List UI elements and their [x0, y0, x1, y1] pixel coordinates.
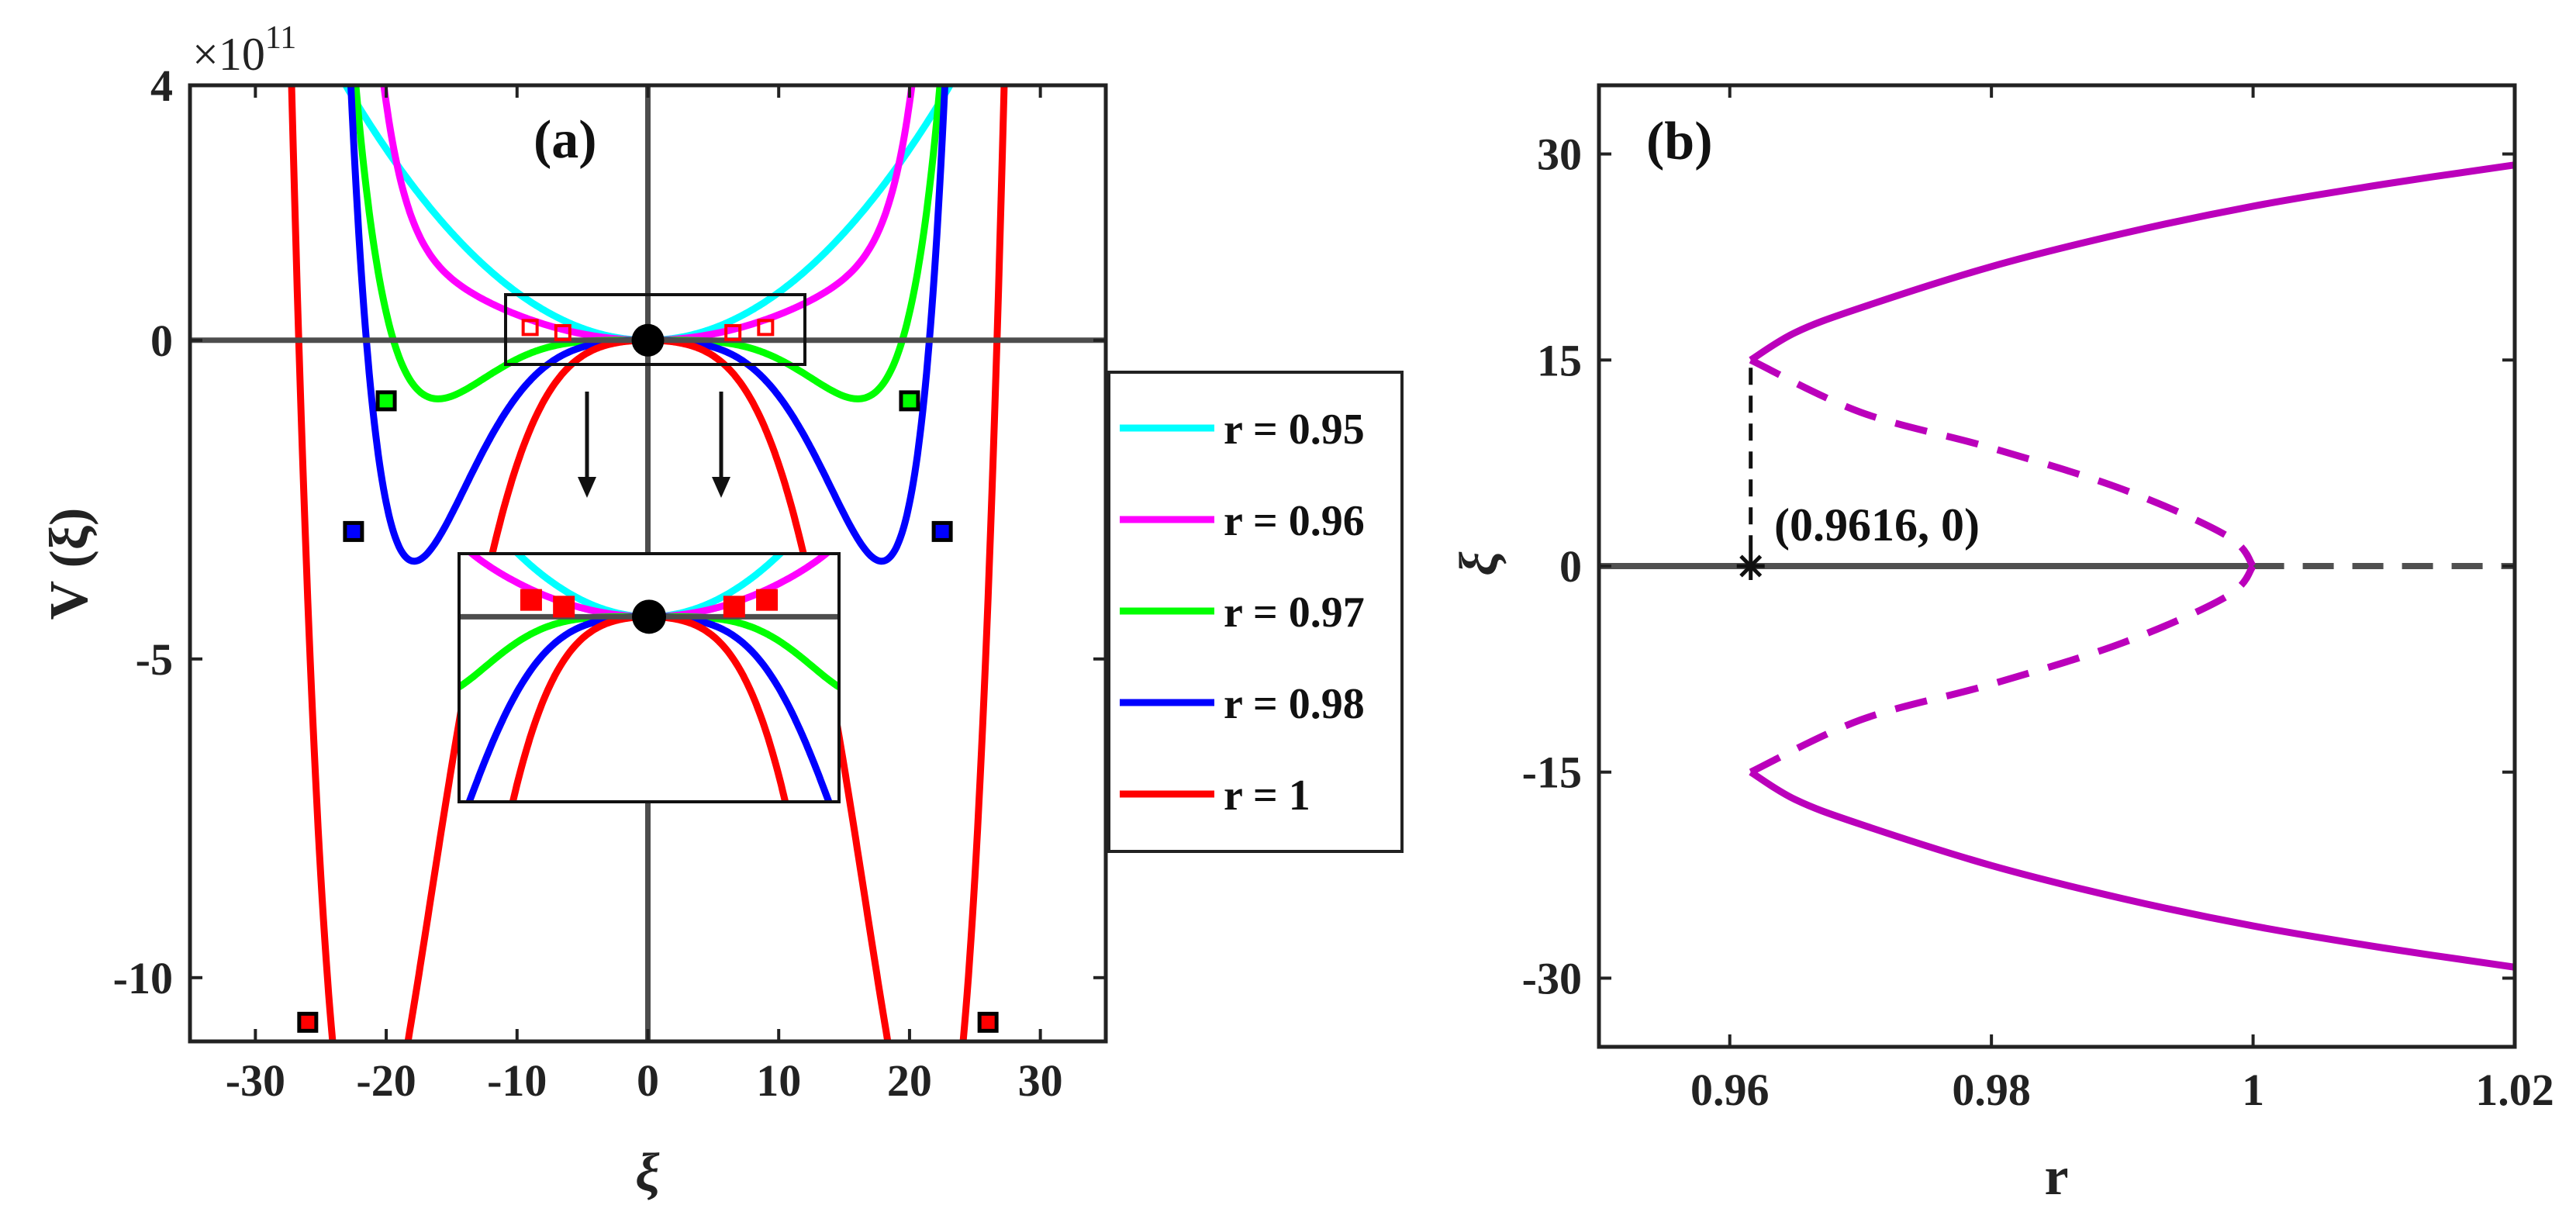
annotation-text: (0.9616, 0) — [1774, 499, 1980, 551]
legend-label-2: r = 0.97 — [1224, 589, 1365, 637]
y-tick-label-b: -30 — [1522, 953, 1582, 1003]
y-tick-label-b: 0 — [1559, 541, 1582, 592]
legend-label-1: r = 0.96 — [1224, 497, 1365, 545]
y-axis-label-a: V (ξ) — [40, 508, 99, 620]
legend: r = 0.95 r = 0.96 r = 0.97 r = 0.98 r = 1 — [1107, 371, 1404, 853]
maximum-marker-3 — [724, 323, 742, 341]
maximum-marker-1 — [757, 319, 775, 337]
inset-zoom — [458, 552, 841, 803]
inset-background — [459, 554, 839, 802]
y-tick-label-a: 4 — [150, 60, 173, 111]
minimum-marker-1 — [977, 1011, 999, 1033]
x-tick-label-b: 0.96 — [1690, 1065, 1770, 1115]
y-tick-label-b: -15 — [1522, 748, 1582, 798]
inset-maximum-marker-1 — [756, 589, 779, 611]
inset-origin-dot — [632, 599, 666, 634]
annotation-star-stroke — [1739, 554, 1763, 578]
x-tick-label-a: 30 — [1018, 1055, 1063, 1106]
origin-dot — [631, 323, 665, 357]
x-tick-label-a: 0 — [637, 1055, 659, 1106]
legend-label-3: r = 0.98 — [1224, 680, 1365, 728]
legend-label-4: r = 1 — [1224, 772, 1310, 820]
stable-branch-upper — [1749, 161, 2515, 364]
panel-label-b: (b) — [1646, 112, 1713, 171]
y-multiplier: ×1011 — [192, 20, 296, 80]
inset-markers — [520, 589, 779, 634]
maximum-marker-0 — [521, 319, 539, 337]
x-axis-label-b: r — [2044, 1147, 2068, 1207]
minimum-marker-4 — [375, 390, 397, 412]
stable-branch-lower — [1749, 768, 2515, 971]
inset-maximum-marker-2 — [553, 596, 575, 618]
x-tick-label-a: -20 — [356, 1055, 416, 1106]
maximum-marker-2 — [554, 323, 571, 341]
y-tick-label-b: 15 — [1537, 335, 1582, 385]
x-tick-label-a: -30 — [226, 1055, 285, 1106]
extrema-markers — [297, 319, 999, 1033]
arrow-left-head — [578, 477, 596, 498]
x-tick-label-a: 10 — [756, 1055, 801, 1106]
x-tick-label-b: 0.98 — [1952, 1065, 2031, 1115]
inset-frame — [458, 552, 841, 803]
panel-label-a: (a) — [534, 110, 597, 170]
legend-label-0: r = 0.95 — [1224, 406, 1365, 454]
y-tick-label-a: -10 — [113, 953, 173, 1003]
unstable-branch-upper — [1749, 357, 2257, 568]
ticks-b: 0.96 0.98 1 1.02 30 15 0 -15 -30 — [1522, 85, 2554, 1115]
minimum-marker-3 — [931, 520, 953, 542]
inset-maximum-marker-0 — [520, 589, 542, 611]
unstable-branch-lower — [1749, 564, 2257, 775]
minimum-marker-0 — [297, 1011, 319, 1033]
arrow-right-head — [712, 477, 730, 498]
x-axis-label-a: ξ — [635, 1143, 660, 1203]
y-tick-label-a: 0 — [150, 316, 173, 366]
panel-b: 0.96 0.98 1 1.02 30 15 0 -15 -30 (b) (0.9616, 0)… — [1449, 83, 2554, 1207]
bifurcation-curves — [1599, 161, 2515, 971]
inset-maximum-marker-3 — [723, 596, 745, 618]
minimum-marker-5 — [899, 390, 920, 412]
zoom-arrows — [578, 392, 730, 498]
minimum-marker-2 — [343, 520, 364, 542]
y-tick-label-a: -5 — [136, 634, 173, 685]
y-axis-label-b: ξ — [1449, 551, 1509, 576]
x-tick-label-b: 1.02 — [2475, 1065, 2554, 1115]
x-tick-label-a: 20 — [887, 1055, 932, 1106]
x-tick-label-b: 1 — [2242, 1065, 2264, 1115]
y-tick-label-b: 30 — [1537, 129, 1582, 180]
zoom-box — [504, 293, 806, 366]
annotation-group — [1736, 368, 1765, 580]
x-tick-label-a: -10 — [487, 1055, 547, 1106]
